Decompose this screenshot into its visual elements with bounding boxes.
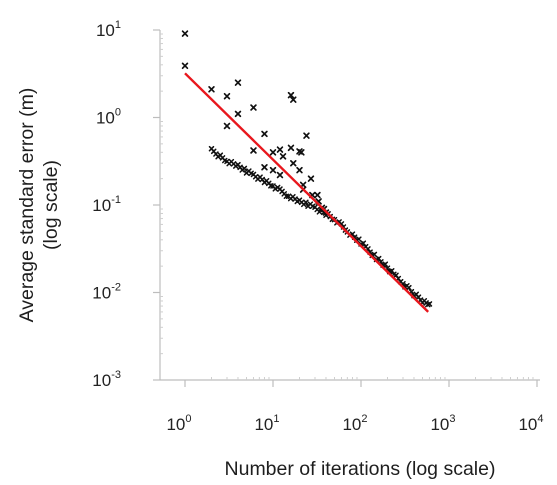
data-point (234, 79, 242, 86)
x-tick-label: 101 (254, 413, 279, 434)
data-point (208, 86, 215, 93)
data-point (181, 62, 189, 70)
data-point (375, 255, 382, 262)
fit-line (184, 72, 430, 313)
y-tick-label: 10-2 (92, 282, 121, 303)
data-point (303, 132, 310, 139)
data-point (241, 165, 248, 172)
data-point (269, 149, 277, 156)
scatter-points (181, 30, 330, 216)
data-point (426, 301, 433, 307)
data-point (382, 261, 389, 267)
data-point (287, 91, 295, 99)
x-tick-label: 103 (430, 413, 455, 434)
data-point (356, 236, 362, 242)
y-tick-label: 100 (96, 107, 121, 128)
data-point (261, 164, 268, 171)
data-point (314, 191, 321, 199)
data-point (181, 30, 189, 37)
data-point (360, 240, 367, 246)
data-point (279, 153, 287, 160)
data-point (234, 110, 242, 118)
y-axis-title-line2: (log scale) (40, 160, 62, 250)
data-point (223, 92, 231, 100)
y-tick-label: 101 (96, 19, 121, 40)
data-point (296, 166, 303, 174)
x-tick-label: 100 (166, 413, 191, 434)
y-tick-marks (153, 29, 163, 381)
data-point (307, 175, 315, 182)
y-axis-title-line1: Average standard error (m) (16, 88, 38, 323)
data-point (290, 160, 297, 167)
y-tick-label: 10-1 (92, 194, 121, 215)
tick-labels: 100 101 102 103 104 101 100 10-1 10-2 10-3 (92, 19, 543, 434)
data-point (389, 268, 395, 274)
data-point (276, 171, 284, 179)
data-point (269, 166, 277, 174)
data-point (223, 122, 231, 130)
data-point (250, 147, 257, 154)
data-point (303, 199, 309, 206)
x-tick-label: 102 (342, 413, 367, 434)
axes (153, 29, 540, 387)
data-point (290, 96, 297, 103)
data-point (298, 149, 305, 156)
x-tick-marks (184, 377, 538, 387)
data-point (371, 251, 378, 258)
data-point (261, 130, 268, 138)
y-tick-label: 10-3 (92, 369, 121, 390)
data-point (250, 104, 257, 111)
x-tick-label: 104 (518, 413, 543, 434)
data-point (276, 146, 284, 153)
data-point (406, 284, 412, 291)
x-axis-title: Number of iterations (log scale) (225, 458, 496, 480)
data-point (287, 144, 295, 152)
